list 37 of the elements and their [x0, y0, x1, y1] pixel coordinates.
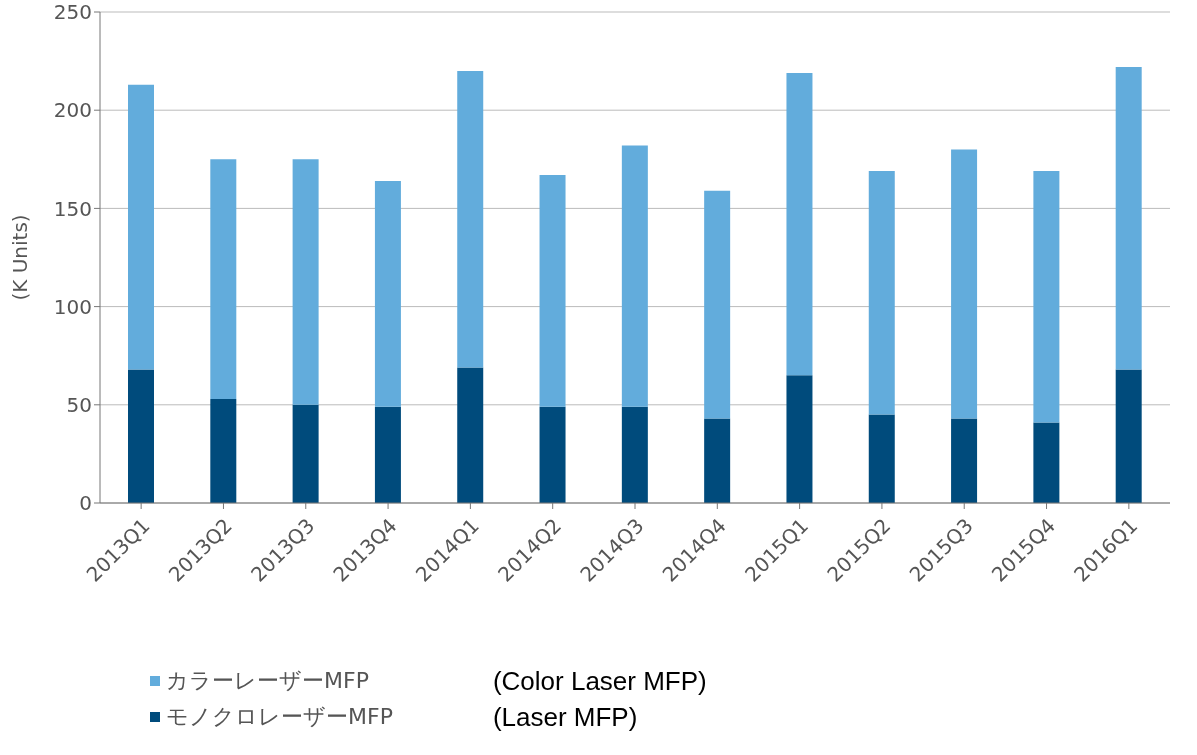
bar — [374, 180, 401, 407]
bar — [704, 418, 731, 503]
bar — [128, 84, 154, 370]
y-axis-title: (K Units) — [8, 214, 33, 301]
bar — [1033, 422, 1060, 503]
bar — [786, 375, 813, 503]
bar — [457, 367, 484, 503]
bar — [951, 418, 978, 503]
y-tick-label: 50 — [66, 392, 92, 417]
legend-label: モノクロレーザーMFP — [166, 703, 393, 731]
bar — [210, 159, 237, 399]
y-tick-label: 200 — [53, 98, 92, 123]
bar — [786, 72, 813, 376]
bar — [704, 190, 731, 419]
bar — [457, 70, 484, 368]
bar — [539, 406, 566, 503]
bar — [292, 404, 319, 503]
bar — [1115, 369, 1142, 503]
bar — [292, 159, 319, 405]
text: (Laser MFP) — [492, 700, 639, 734]
y-tick-label: 150 — [53, 196, 92, 221]
bar — [128, 369, 154, 503]
bar — [621, 145, 648, 407]
bar — [374, 406, 401, 503]
bar — [210, 398, 237, 503]
bar — [868, 171, 895, 415]
y-tick-label: 250 — [53, 0, 92, 25]
bar — [1115, 66, 1142, 370]
bar — [539, 175, 566, 407]
bar — [868, 414, 895, 503]
y-tick-label: 0 — [79, 491, 92, 516]
text: (Color Laser MFP) — [492, 664, 707, 698]
bar — [621, 406, 648, 503]
y-tick-label: 100 — [53, 294, 92, 319]
bar — [951, 149, 978, 419]
legend-label: カラーレーザーMFP — [166, 667, 369, 695]
bar — [1033, 171, 1060, 423]
